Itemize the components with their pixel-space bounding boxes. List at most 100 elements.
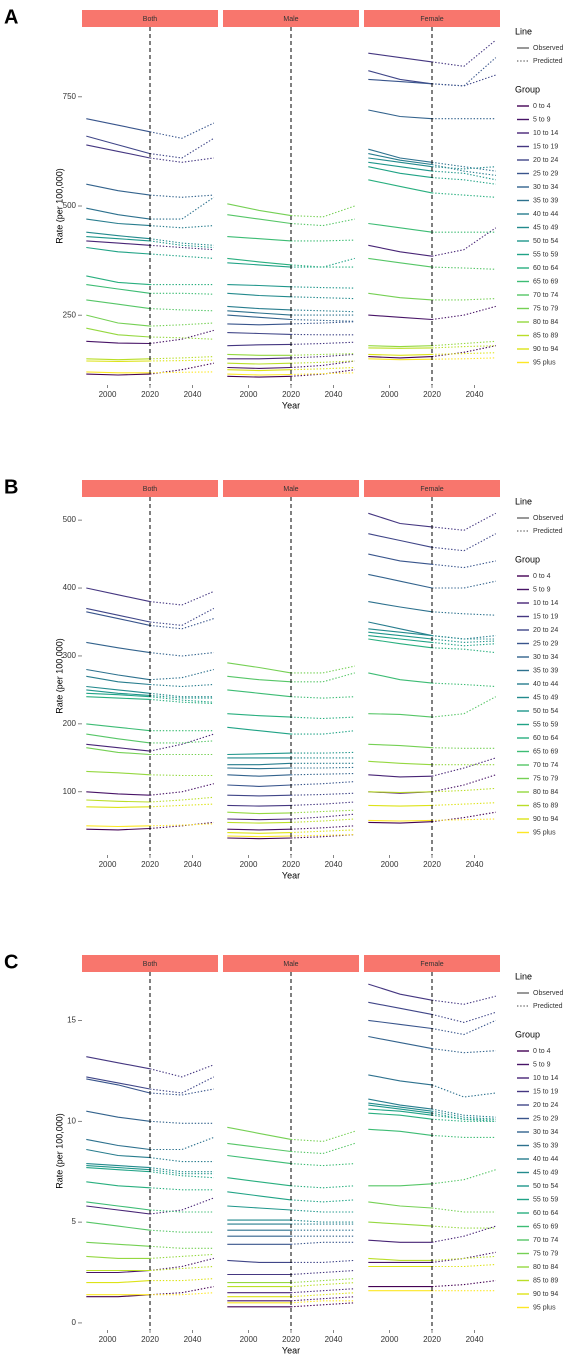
observed-line — [227, 310, 292, 316]
observed-line — [227, 362, 292, 365]
predicted-line — [290, 809, 355, 814]
predicted-line — [149, 1064, 214, 1078]
facet-strip — [223, 480, 359, 497]
predicted-line — [431, 305, 496, 321]
predicted-line — [291, 257, 355, 268]
observed-line — [227, 369, 292, 372]
predicted-line — [149, 1265, 214, 1272]
legend-label: 35 to 39 — [533, 197, 558, 204]
observed-line — [227, 832, 292, 834]
facet-strip — [82, 10, 218, 27]
predicted-line — [431, 345, 496, 349]
observed-line — [227, 1142, 292, 1153]
predicted-line — [290, 1241, 355, 1245]
observed-line — [86, 806, 151, 808]
predicted-line — [290, 1130, 355, 1142]
y-tick-label: 250 — [63, 310, 77, 319]
facet-title: Male — [283, 16, 298, 23]
observed-line — [86, 827, 151, 831]
legend-label: 5 to 9 — [533, 1061, 551, 1068]
x-tick-label: 2020 — [282, 390, 300, 399]
observed-line — [227, 323, 292, 326]
observed-line — [86, 1148, 151, 1159]
observed-line — [227, 357, 292, 360]
observed-line — [86, 1205, 151, 1215]
facet-strip — [364, 480, 500, 497]
predicted-line — [149, 238, 214, 246]
observed-line — [227, 675, 292, 683]
predicted-line — [291, 672, 355, 683]
predicted-line — [290, 360, 355, 369]
facet-strip — [223, 955, 359, 972]
predicted-line — [149, 698, 214, 705]
predicted-line — [149, 1229, 214, 1233]
predicted-line — [149, 240, 214, 249]
predicted-line — [290, 813, 355, 820]
observed-line — [86, 1167, 151, 1173]
observed-line — [227, 784, 292, 787]
predicted-line — [431, 1280, 496, 1288]
observed-line — [227, 804, 292, 807]
predicted-line — [431, 696, 497, 718]
observed-line — [86, 144, 151, 159]
predicted-line — [149, 607, 215, 626]
predicted-line — [290, 1300, 355, 1304]
facet-strip — [223, 10, 359, 27]
predicted-line — [149, 1088, 214, 1096]
predicted-line — [431, 811, 496, 823]
predicted-line — [290, 369, 355, 377]
facet-title: Both — [143, 16, 158, 23]
predicted-line — [431, 747, 496, 749]
predicted-line — [149, 362, 214, 375]
predicted-line — [290, 218, 355, 227]
observed-line — [227, 332, 292, 335]
predicted-line — [149, 1157, 214, 1163]
predicted-line — [149, 244, 214, 251]
predicted-line — [431, 802, 496, 806]
facet-title: Both — [143, 961, 158, 968]
legend-label: 15 to 19 — [533, 1088, 558, 1095]
legend-label: 0 to 4 — [533, 1048, 551, 1055]
predicted-line — [290, 1278, 355, 1284]
observed-line — [368, 70, 433, 85]
y-tick-label: 10 — [67, 1116, 76, 1125]
legend-label: 10 to 14 — [533, 1075, 558, 1082]
observed-line — [227, 1126, 292, 1140]
observed-line — [86, 1165, 151, 1171]
observed-line — [368, 1035, 433, 1050]
legend-label: 40 to 44 — [533, 211, 558, 218]
legend-label: 25 to 29 — [533, 640, 558, 647]
observed-line — [227, 828, 292, 831]
predicted-line — [431, 1251, 496, 1263]
predicted-line — [290, 1269, 355, 1276]
observed-line — [368, 1108, 433, 1116]
predicted-line — [149, 122, 215, 139]
legend-title: Group — [515, 1029, 540, 1039]
predicted-line — [431, 170, 496, 181]
observed-line — [86, 791, 151, 796]
observed-line — [86, 1201, 151, 1211]
observed-line — [368, 743, 433, 749]
legend-title: Line — [515, 26, 532, 36]
observed-line — [368, 628, 433, 637]
observed-line — [368, 804, 433, 807]
x-axis-label: Year — [282, 1345, 300, 1355]
observed-line — [227, 662, 292, 674]
predicted-line — [149, 652, 214, 657]
predicted-line — [291, 751, 355, 754]
predicted-line — [290, 1209, 355, 1213]
predicted-line — [290, 1185, 355, 1189]
observed-line — [86, 747, 151, 756]
observed-line — [368, 1257, 432, 1261]
observed-line — [86, 1280, 151, 1284]
legend-label: 45 to 49 — [533, 694, 558, 701]
y-axis-label: Rate (per 100,000) — [54, 168, 64, 244]
observed-line — [368, 153, 433, 166]
legend-label: 55 to 59 — [533, 1196, 558, 1203]
observed-line — [227, 284, 292, 288]
observed-line — [227, 373, 292, 376]
x-tick-label: 2020 — [423, 390, 441, 399]
legend-label: 70 to 74 — [533, 762, 558, 769]
legend-label: 0 to 4 — [533, 103, 551, 110]
observed-line — [368, 148, 433, 163]
